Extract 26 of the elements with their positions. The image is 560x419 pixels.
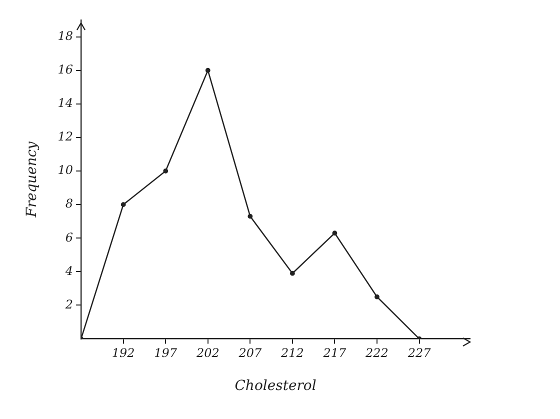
y-tick-label: 2 bbox=[64, 297, 74, 312]
x-tick-label: 207 bbox=[238, 346, 262, 360]
y-tick-label: 6 bbox=[65, 230, 74, 244]
x-tick-label: 192 bbox=[112, 346, 135, 360]
x-axis-title: Cholesterol bbox=[234, 378, 316, 394]
x-tick-label: 212 bbox=[280, 346, 304, 360]
y-axis-title: Frequency bbox=[24, 140, 40, 218]
y-tick-label: 4 bbox=[64, 264, 74, 278]
point bbox=[120, 202, 126, 208]
x-tick-label: 202 bbox=[195, 346, 220, 360]
point bbox=[374, 294, 380, 300]
point bbox=[290, 270, 295, 276]
y-tick-label: 14 bbox=[58, 96, 74, 110]
x-tick-label: 227 bbox=[406, 346, 432, 360]
x-tick-label: 222 bbox=[364, 346, 388, 360]
y-tick-label: 10 bbox=[58, 163, 74, 178]
point bbox=[163, 168, 168, 174]
point bbox=[248, 214, 253, 219]
point bbox=[205, 68, 210, 73]
y-tick-label: 18 bbox=[58, 28, 74, 43]
y-tick-label: 12 bbox=[58, 130, 74, 144]
x-tick-label: 197 bbox=[154, 346, 178, 360]
y-tick-label: 16 bbox=[58, 62, 74, 76]
x-tick-label: 217 bbox=[322, 346, 347, 360]
y-tick-label: 8 bbox=[65, 196, 74, 211]
point bbox=[332, 230, 338, 236]
